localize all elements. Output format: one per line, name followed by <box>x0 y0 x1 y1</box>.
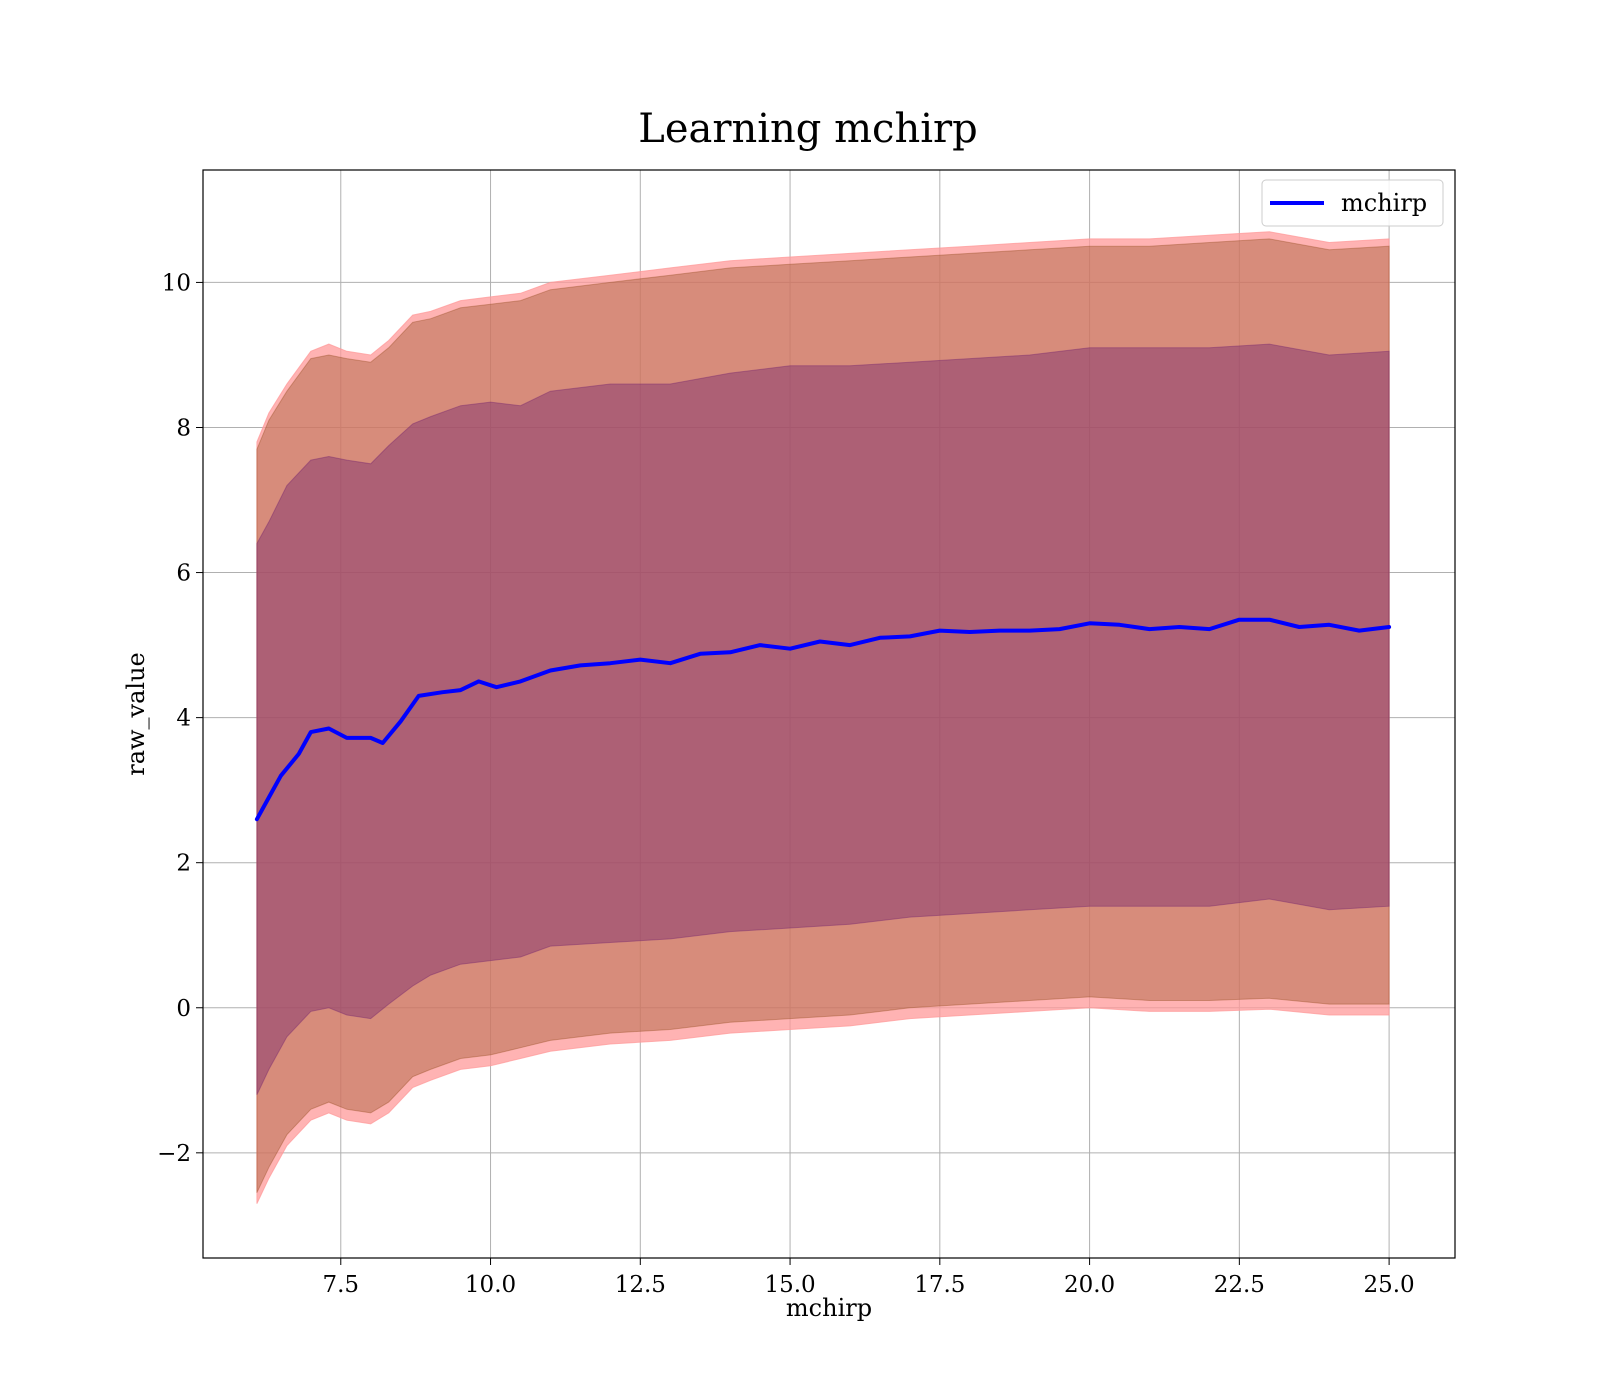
y-tick-label: 10 <box>162 270 191 296</box>
confidence-bands <box>256 231 1390 1204</box>
x-tick-label: 10.0 <box>465 1272 516 1298</box>
band-2 <box>256 343 1390 1096</box>
y-axis-ticks: −2 0 2 4 6 8 10 <box>157 270 203 1167</box>
y-tick-label: 8 <box>176 415 191 441</box>
y-tick-label: 2 <box>176 851 191 877</box>
legend: mchirp <box>1261 179 1444 227</box>
legend-label-mchirp: mchirp <box>1341 189 1427 217</box>
y-tick-label: 4 <box>176 706 191 732</box>
x-axis-ticks: 7.5 10.0 12.5 15.0 17.5 20.0 22.5 25.0 <box>322 1258 1415 1298</box>
band-0 <box>256 231 1390 1204</box>
x-tick-label: 12.5 <box>615 1272 666 1298</box>
x-tick-label: 22.5 <box>1214 1272 1265 1298</box>
plot-frame <box>202 169 1456 1259</box>
x-tick-label: 25.0 <box>1363 1272 1414 1298</box>
series-lines <box>254 617 1392 822</box>
x-tick-label: 15.0 <box>764 1272 815 1298</box>
y-tick-label: 0 <box>176 996 191 1022</box>
chart-title: Learning mchirp <box>638 106 977 152</box>
x-tick-label: 7.5 <box>322 1272 359 1298</box>
y-tick-label: −2 <box>157 1141 191 1167</box>
x-tick-label: 20.0 <box>1064 1272 1115 1298</box>
y-tick-label: 6 <box>176 561 191 587</box>
x-tick-label: 17.5 <box>914 1272 965 1298</box>
legend-box <box>1261 179 1444 227</box>
band-1 <box>256 238 1390 1193</box>
x-axis-label: mchirp <box>786 1294 872 1322</box>
series-line-0 <box>254 617 1392 822</box>
y-axis-label: raw_value <box>122 652 150 776</box>
